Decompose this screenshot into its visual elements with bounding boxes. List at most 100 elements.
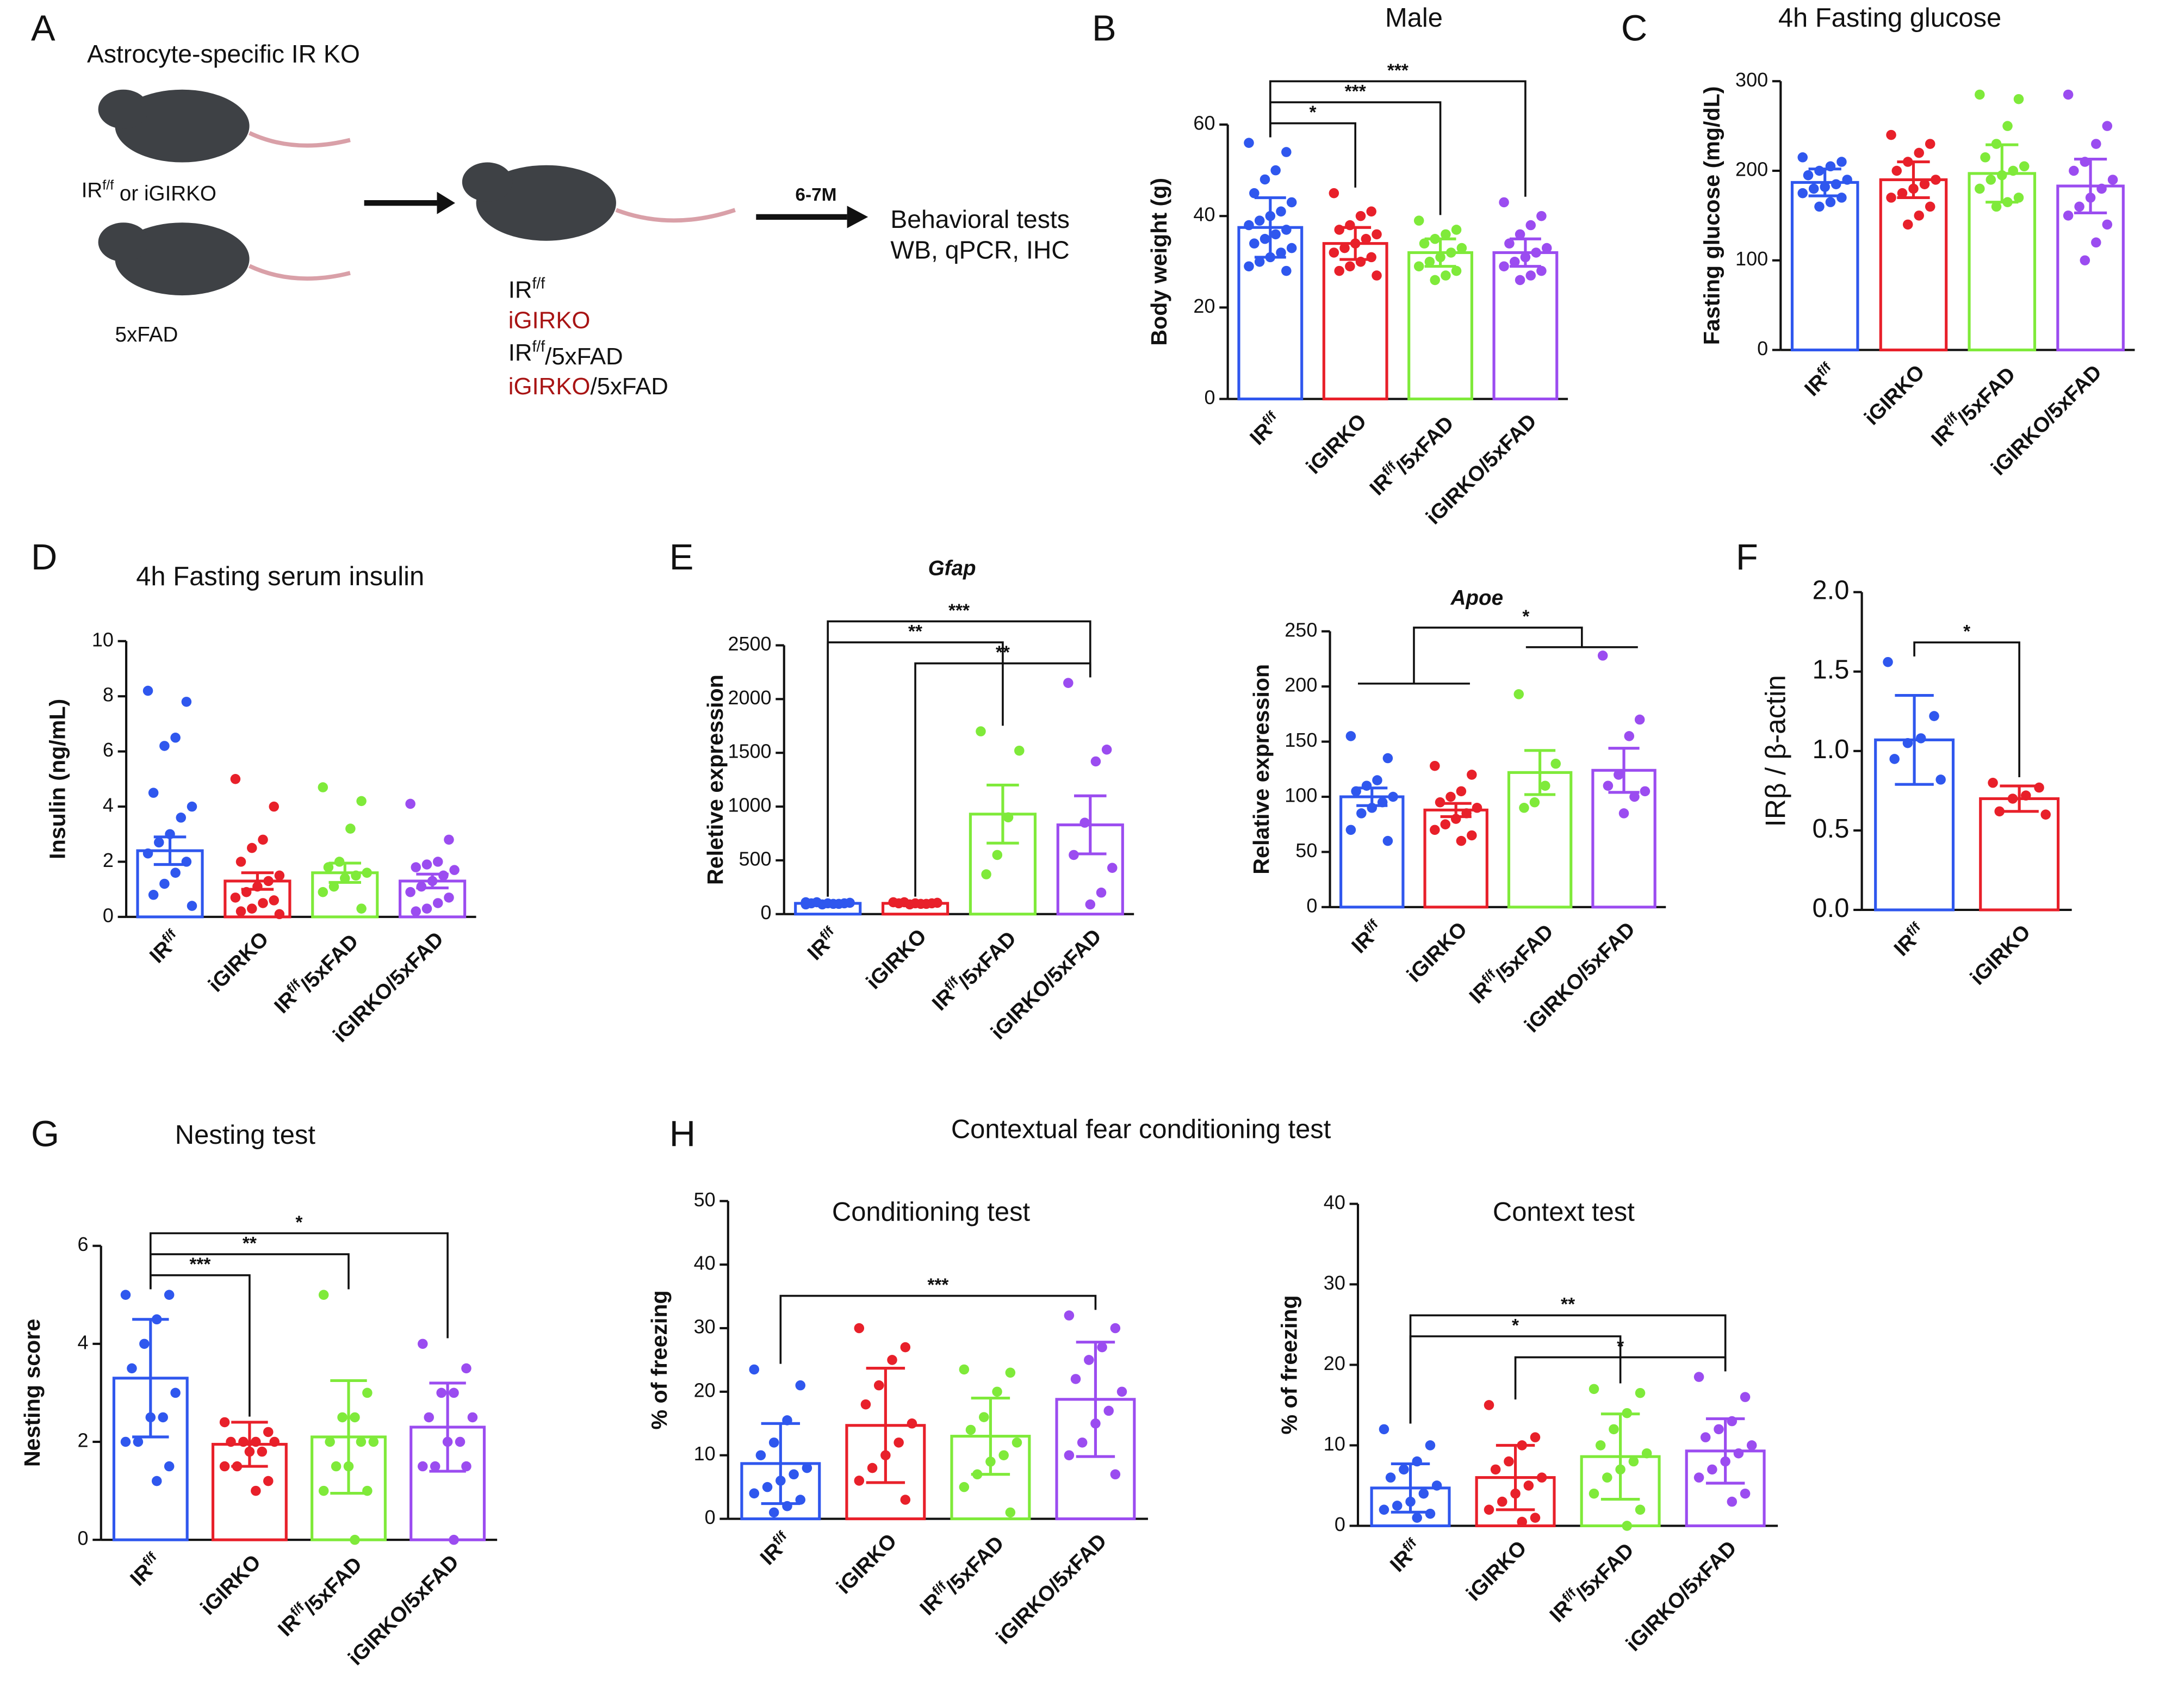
y-tick-label: 6 — [103, 739, 114, 761]
data-point — [1797, 152, 1808, 163]
data-point — [1808, 183, 1819, 194]
data-point — [120, 1290, 131, 1300]
data-point — [1014, 745, 1025, 756]
data-point — [1814, 201, 1825, 212]
data-point — [1504, 238, 1515, 249]
data-point — [1842, 175, 1852, 185]
chart-title: Nesting test — [175, 1120, 316, 1150]
data-point — [1345, 731, 1356, 741]
data-point — [1925, 139, 1935, 149]
data-point — [356, 796, 367, 807]
data-point — [1531, 247, 1541, 258]
diagram-label: 6-7M — [795, 185, 836, 205]
data-point — [801, 899, 811, 910]
data-point — [455, 1436, 466, 1447]
data-point — [1622, 1408, 1633, 1418]
y-tick-label: 0 — [1335, 1513, 1345, 1535]
data-point — [1366, 206, 1376, 217]
data-point — [1270, 229, 1281, 240]
mouse-diagram — [98, 89, 868, 296]
data-point — [1070, 1374, 1081, 1384]
y-tick-label: 20 — [1324, 1352, 1345, 1374]
x-tick-label: IRf/f/5xFAD — [914, 1528, 1008, 1622]
data-point — [449, 1387, 459, 1398]
data-point — [1529, 797, 1540, 808]
data-point — [350, 1412, 360, 1423]
data-point — [258, 834, 268, 845]
data-point — [1431, 1480, 1442, 1491]
data-point — [1988, 777, 1998, 788]
y-tick-label: 100 — [1285, 784, 1317, 807]
data-point — [334, 857, 345, 867]
data-point — [811, 897, 822, 908]
data-point — [2069, 165, 2079, 176]
data-point — [1523, 1480, 1534, 1491]
data-point — [170, 732, 181, 743]
data-point — [1379, 1424, 1389, 1435]
data-point — [998, 1450, 1009, 1460]
data-point — [2019, 161, 2030, 172]
data-point — [133, 1436, 144, 1447]
data-point — [1525, 220, 1536, 231]
data-point — [1484, 1400, 1494, 1410]
data-point — [269, 1436, 280, 1447]
data-point — [159, 878, 170, 889]
data-point — [1836, 193, 1847, 203]
data-point — [1399, 1464, 1409, 1475]
x-tick-label: IRf/f — [1385, 1535, 1426, 1577]
data-point — [1693, 1472, 1704, 1483]
data-point — [151, 1476, 162, 1486]
data-point — [145, 1412, 156, 1423]
data-point — [246, 903, 257, 914]
y-tick-label: 1.0 — [1812, 735, 1849, 764]
bar — [1322, 242, 1388, 401]
significance-label: ** — [908, 622, 922, 642]
data-point — [1517, 1516, 1527, 1527]
y-axis-label: Body weight (g) — [1146, 178, 1171, 346]
data-point — [921, 898, 932, 909]
y-tick-label: 2.0 — [1812, 576, 1849, 605]
data-point — [1107, 863, 1118, 873]
data-point — [1456, 786, 1467, 797]
data-point — [880, 1450, 891, 1460]
x-tick-label: IRf/f — [1244, 408, 1286, 450]
chart-title: Conditioning test — [832, 1197, 1031, 1226]
data-point — [120, 1436, 131, 1447]
data-point — [1103, 1405, 1114, 1416]
data-point — [165, 829, 175, 839]
data-point — [1259, 233, 1270, 244]
data-point — [318, 1290, 329, 1300]
data-point — [339, 873, 350, 884]
data-point — [1413, 261, 1424, 271]
data-point — [1714, 1424, 1724, 1435]
x-tick-label: IRf/f — [1346, 916, 1388, 958]
x-tick-label: IRf/f — [802, 923, 844, 965]
data-point — [789, 1469, 799, 1480]
data-point — [910, 898, 921, 909]
data-point — [1382, 753, 1393, 764]
data-point — [2080, 157, 2090, 167]
chart-title: Gfap — [928, 557, 976, 580]
data-point — [411, 862, 421, 872]
data-point — [1090, 756, 1101, 767]
data-point — [834, 898, 844, 909]
data-point — [1929, 711, 1939, 721]
significance-bracket — [827, 620, 1091, 897]
data-point — [159, 741, 170, 751]
panel-letter: E — [669, 537, 694, 578]
chart-title: 4h Fasting glucose — [1778, 3, 2001, 33]
data-point — [1550, 758, 1561, 769]
data-point — [1005, 1367, 1016, 1378]
data-point — [1925, 201, 1935, 212]
diagram-label: Behavioral tests — [890, 205, 1070, 233]
data-point — [959, 1364, 970, 1375]
data-point — [1540, 780, 1550, 791]
data-point — [2091, 237, 2101, 248]
significance-label: *** — [189, 1255, 210, 1275]
data-point — [158, 1412, 168, 1423]
y-tick-label: 4 — [78, 1331, 89, 1353]
y-tick-label: 50 — [694, 1188, 716, 1211]
y-tick-label: 150 — [1285, 729, 1317, 751]
significance-bracket — [150, 1232, 449, 1338]
data-point — [1919, 179, 1930, 189]
